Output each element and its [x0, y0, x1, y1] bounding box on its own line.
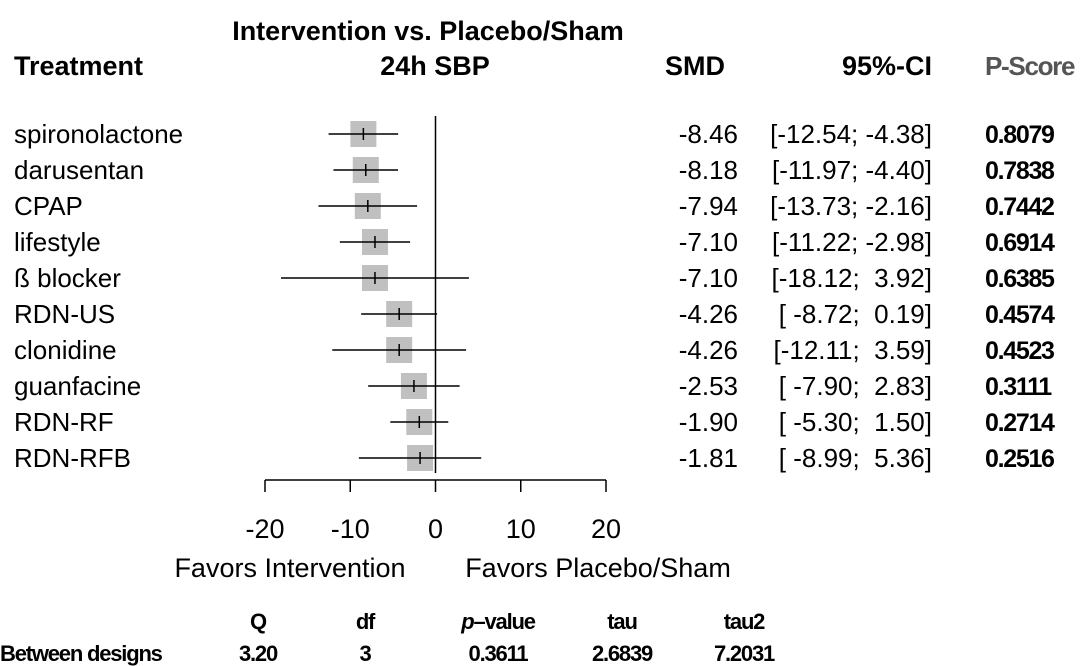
x-tick-label: -10: [331, 514, 370, 544]
het-header: tau2: [724, 609, 765, 634]
pscore-value: 0.7838: [985, 157, 1055, 185]
smd-value: -7.10: [679, 263, 738, 293]
forest-row: guanfacine -2.53 [ -7.90; 2.83] 0.3111: [14, 371, 1054, 401]
forest-row: CPAP -7.94 [-13.73; -2.16] 0.7442: [14, 191, 1055, 221]
pscore-value: 0.4574: [985, 301, 1055, 329]
ci-value: [-11.22; -2.98]: [772, 227, 932, 257]
het-value: 7.2031: [714, 641, 775, 666]
ci-value: [-18.12; 3.92]: [772, 263, 932, 293]
x-tick-label: 0: [428, 514, 443, 544]
het-header: df: [356, 609, 376, 634]
het-header: p–value: [460, 609, 536, 634]
forest-row: ß blocker -7.10 [-18.12; 3.92] 0.6385: [14, 263, 1056, 293]
smd-column-header: SMD: [665, 51, 725, 81]
ci-value: [-12.54; -4.38]: [770, 119, 932, 149]
forest-row: RDN-RF -1.90 [ -5.30; 1.50] 0.2714: [14, 407, 1056, 437]
chart-title: Intervention vs. Placebo/Sham: [232, 16, 624, 46]
pscore-value: 0.8079: [985, 121, 1054, 149]
ci-value: [-12.11; 3.59]: [773, 335, 932, 365]
forest-row: RDN-RFB -1.81 [ -8.99; 5.36] 0.2516: [14, 443, 1055, 473]
het-header: Q: [250, 609, 267, 634]
x-label-left: Favors Intervention: [174, 553, 405, 583]
forest-row: darusentan -8.18 [-11.97; -4.40] 0.7838: [14, 155, 1056, 185]
x-tick-label: 10: [506, 514, 536, 544]
treatment-label: RDN-RFB: [14, 443, 131, 473]
x-tick-label: -20: [245, 514, 284, 544]
het-value: 2.6839: [592, 641, 653, 666]
smd-value: -1.81: [679, 443, 738, 473]
smd-value: -8.18: [679, 155, 738, 185]
treatment-label: spironolactone: [14, 119, 183, 149]
ci-value: [ -7.90; 2.83]: [779, 371, 932, 401]
ci-value: [ -8.72; 0.19]: [779, 299, 932, 329]
pscore-value: 0.2714: [985, 409, 1055, 437]
pscore-value: 0.6385: [985, 265, 1055, 293]
het-value: 3.20: [239, 641, 278, 666]
smd-value: -4.26: [679, 299, 738, 329]
pscore-value: 0.6914: [985, 229, 1055, 257]
smd-value: -4.26: [679, 335, 738, 365]
treatment-label: guanfacine: [14, 371, 141, 401]
ci-value: [ -5.30; 1.50]: [779, 407, 932, 437]
pscore-value: 0.4523: [985, 337, 1054, 365]
x-tick-label: 20: [591, 514, 621, 544]
treatment-label: RDN-RF: [14, 407, 114, 437]
smd-value: -7.94: [679, 191, 738, 221]
treatment-label: ß blocker: [14, 263, 121, 293]
smd-value: -7.10: [679, 227, 738, 257]
treatment-label: CPAP: [14, 191, 83, 221]
ci-value: [-13.73; -2.16]: [770, 191, 932, 221]
het-row-label: Between designs: [0, 641, 163, 666]
het-value: 0.3611: [469, 641, 529, 666]
forest-row: clonidine -4.26 [-12.11; 3.59] 0.4523: [14, 335, 1055, 365]
treatment-label: clonidine: [14, 335, 117, 365]
treatment-label: darusentan: [14, 155, 144, 185]
het-header: tau: [607, 609, 636, 634]
ci-value: [-11.97; -4.40]: [772, 155, 932, 185]
pscore-value: 0.2516: [985, 445, 1054, 473]
forest-row: lifestyle -7.10 [-11.22; -2.98] 0.6914: [14, 227, 1056, 257]
pscore-column-header: P-Score: [985, 51, 1075, 81]
treatment-label: RDN-US: [14, 299, 115, 329]
x-label-right: Favors Placebo/Sham: [465, 553, 731, 583]
forest-row: spironolactone -8.46 [-12.54; -4.38] 0.8079: [14, 119, 1055, 149]
chart-subtitle: 24h SBP: [380, 51, 490, 81]
treatment-column-header: Treatment: [14, 51, 143, 81]
forest-row: RDN-US -4.26 [ -8.72; 0.19] 0.4574: [14, 299, 1056, 329]
smd-value: -2.53: [679, 371, 738, 401]
smd-value: -1.90: [679, 407, 738, 437]
ci-column-header: 95%-CI: [842, 51, 932, 81]
smd-value: -8.46: [679, 119, 738, 149]
pscore-value: 0.7442: [985, 193, 1054, 221]
pscore-value: 0.3111: [985, 373, 1052, 401]
het-value: 3: [359, 641, 371, 666]
ci-value: [ -8.99; 5.36]: [779, 443, 932, 473]
treatment-label: lifestyle: [14, 227, 101, 257]
